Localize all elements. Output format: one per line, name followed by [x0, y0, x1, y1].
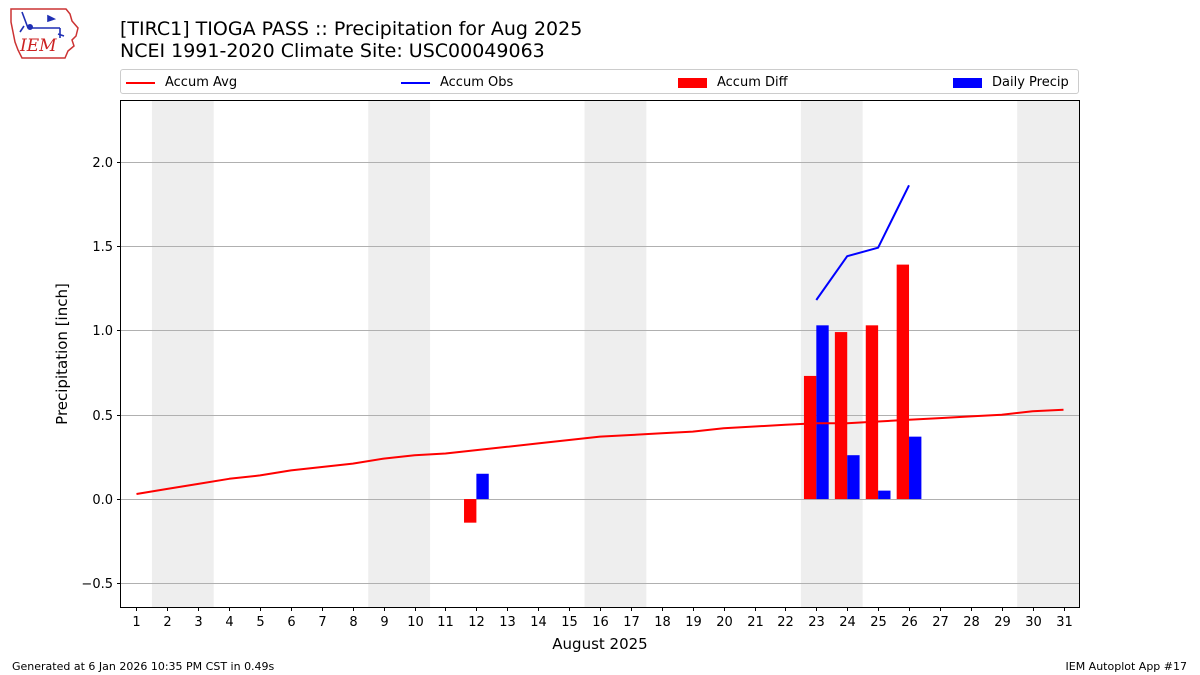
y-tick-label-1: 0.0	[92, 493, 113, 508]
x-tick-label-11: 11	[437, 615, 454, 630]
plot-area-frame	[120, 100, 1080, 608]
legend-swatch-accum-diff	[678, 77, 707, 88]
grid-lines	[121, 162, 1079, 584]
x-tick-label-8: 8	[349, 615, 357, 630]
y-tick-label-2: 0.5	[92, 409, 113, 424]
daily-precip-bar-12	[476, 473, 489, 500]
accum-avg-line	[136, 408, 1064, 495]
x-tick-label-19: 19	[685, 615, 702, 630]
weekend-bands	[151, 101, 1079, 607]
x-tick-label-6: 6	[287, 615, 295, 630]
legend-swatch-accum-obs	[401, 81, 430, 84]
x-tick-label-13: 13	[499, 615, 516, 630]
iem-logo: IEM	[10, 8, 79, 59]
y-tick-label-4: 1.5	[92, 240, 113, 255]
x-axis-label: August 2025	[552, 635, 647, 653]
x-tick-label-29: 29	[994, 615, 1011, 630]
daily-precip-bar-26	[909, 436, 922, 500]
generated-timestamp: Generated at 6 Jan 2026 10:35 PM CST in …	[12, 660, 275, 673]
accum-diff-bar-24	[834, 332, 848, 500]
x-tick-label-27: 27	[932, 615, 949, 630]
chart-subtitle: NCEI 1991-2020 Climate Site: USC00049063	[120, 40, 545, 62]
autoplot-app-label: IEM Autoplot App #17	[1065, 660, 1188, 673]
x-tick-label-1: 1	[132, 615, 140, 630]
y-axis: −0.5 0.0 0.5 1.0 1.5 2.0	[81, 156, 121, 592]
legend-item-accum-avg: Accum Avg	[126, 70, 237, 95]
weekend-band-3	[800, 101, 863, 607]
legend-label-daily-precip: Daily Precip	[992, 75, 1069, 90]
daily-precip-bar-25	[878, 490, 891, 500]
x-tick-label-17: 17	[623, 615, 640, 630]
weekend-band-2	[584, 101, 647, 607]
legend-label-accum-obs: Accum Obs	[440, 75, 514, 90]
x-tick-label-15: 15	[561, 615, 578, 630]
x-tick-label-22: 22	[777, 615, 794, 630]
x-tick-label-12: 12	[468, 615, 485, 630]
accum-diff-bar-12	[464, 499, 477, 523]
weather-station-icon	[19, 11, 65, 38]
x-tick-label-30: 30	[1025, 615, 1042, 630]
x-tick-label-28: 28	[963, 615, 980, 630]
chart-title: [TIRC1] TIOGA PASS :: Precipitation for …	[120, 18, 583, 40]
accum-diff-bar-23	[803, 375, 817, 500]
y-tick-label-0: −0.5	[81, 577, 113, 592]
x-tick-label-10: 10	[407, 615, 424, 630]
x-tick-label-16: 16	[592, 615, 609, 630]
accum-diff-bar-25	[865, 325, 879, 500]
x-tick-label-24: 24	[839, 615, 856, 630]
legend-label-accum-avg: Accum Avg	[165, 75, 238, 90]
legend-label-accum-diff: Accum Diff	[717, 75, 788, 90]
daily-precip-bar-24	[847, 455, 860, 500]
y-tick-label-3: 1.0	[92, 324, 113, 339]
x-tick-label-20: 20	[716, 615, 733, 630]
x-tick-label-23: 23	[808, 615, 825, 630]
x-tick-label-7: 7	[318, 615, 326, 630]
x-tick-label-2: 2	[163, 615, 171, 630]
daily-precip-bar-23	[816, 325, 829, 500]
legend-swatch-daily-precip	[953, 77, 982, 88]
x-tick-label-5: 5	[256, 615, 264, 630]
x-tick-label-18: 18	[654, 615, 671, 630]
x-tick-label-4: 4	[225, 615, 233, 630]
x-tick-label-31: 31	[1056, 615, 1073, 630]
weekend-band-4	[1017, 101, 1079, 607]
legend-item-accum-obs: Accum Obs	[401, 70, 513, 95]
legend-item-daily-precip: Daily Precip	[953, 70, 1069, 95]
x-tick-label-26: 26	[901, 615, 918, 630]
line-series	[136, 184, 1064, 495]
iowa-outline-icon	[10, 8, 79, 59]
x-tick-label-25: 25	[870, 615, 887, 630]
weekend-band-0	[151, 101, 214, 607]
x-axis: 1 2 3 4 5 6 7 8 9 10 11 12 13 14 15 16 17 18 19 20 21 22 23 24 2…	[132, 607, 1073, 630]
y-tick-label-5: 2.0	[92, 156, 113, 171]
accum-obs-line	[815, 184, 910, 301]
x-tick-label-14: 14	[530, 615, 547, 630]
legend-item-accum-diff: Accum Diff	[678, 70, 788, 95]
x-tick-label-9: 9	[380, 615, 388, 630]
iem-logo-text: IEM	[19, 36, 57, 56]
bar-series	[464, 264, 922, 523]
x-tick-label-21: 21	[747, 615, 764, 630]
x-tick-label-3: 3	[194, 615, 202, 630]
y-axis-label: Precipitation [inch]	[53, 283, 71, 425]
accum-diff-bar-26	[896, 264, 910, 500]
chart-legend: Accum Avg Accum Obs Accum Diff Daily Pre…	[120, 69, 1079, 94]
weekend-band-1	[368, 101, 431, 607]
legend-swatch-accum-avg	[126, 81, 155, 84]
